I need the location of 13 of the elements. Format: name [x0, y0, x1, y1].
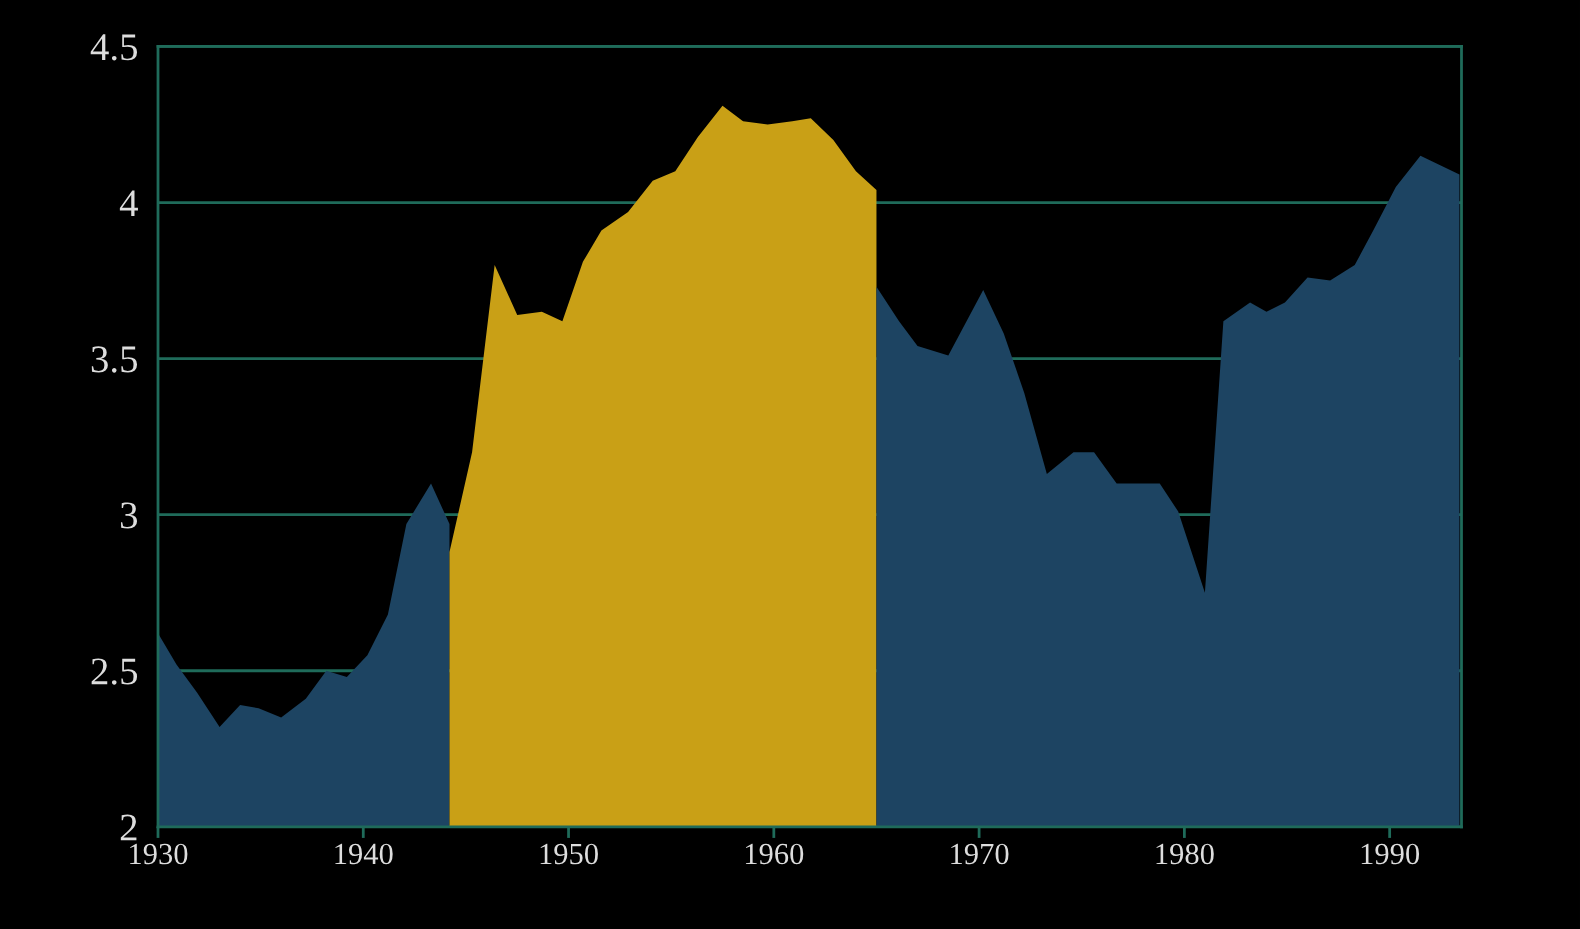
y-tick-label: 4.5 — [90, 34, 138, 61]
y-tick-label: 2.5 — [91, 658, 138, 685]
y-tick-label: 3.5 — [91, 346, 138, 373]
y-tick-label: 3 — [120, 502, 138, 529]
x-tick-label: 1990 — [1361, 843, 1420, 865]
x-tick-label: 1930 — [130, 843, 188, 865]
x-tick-label: 1980 — [1156, 843, 1214, 865]
x-tick-label: 1970 — [951, 843, 1009, 865]
x-tick-label: 1960 — [745, 843, 804, 865]
y-tick-label: 2 — [120, 814, 137, 841]
x-tick-label: 1940 — [335, 843, 393, 865]
y-tick-label: 4 — [119, 190, 138, 217]
x-tick-label: 1950 — [540, 843, 598, 865]
